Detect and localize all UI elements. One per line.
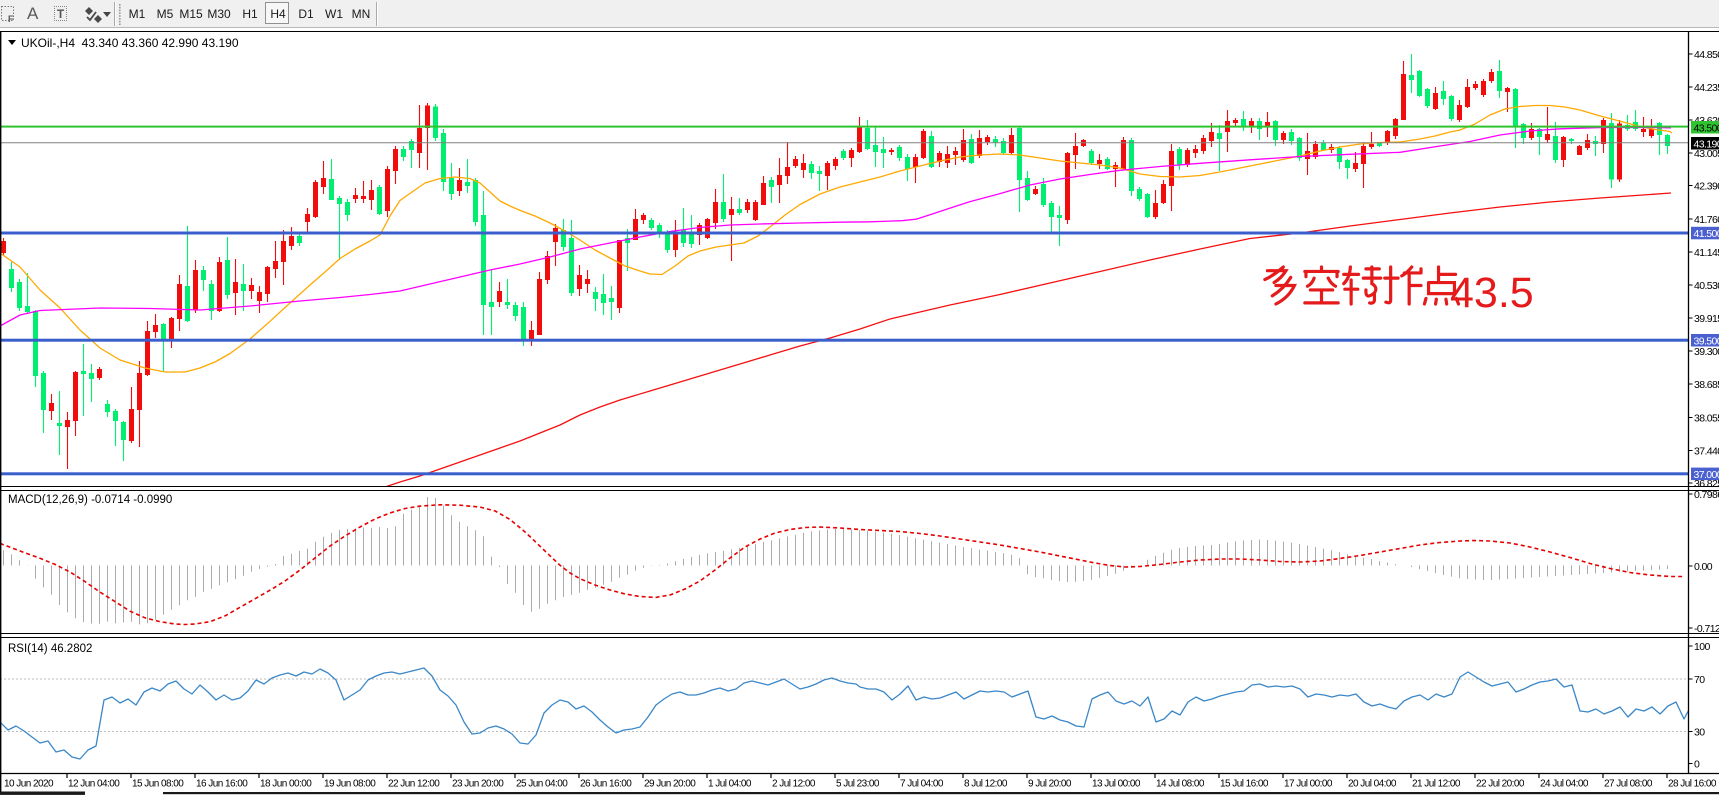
svg-text:37.000: 37.000 (1694, 469, 1719, 481)
svg-text:22 Jun 12:00: 22 Jun 12:00 (388, 779, 440, 790)
svg-text:23 Jun 20:00: 23 Jun 20:00 (452, 779, 504, 790)
svg-text:28 Jul 16:00: 28 Jul 16:00 (1668, 779, 1717, 790)
svg-text:70: 70 (1694, 674, 1705, 686)
svg-text:RSI(14) 46.2802: RSI(14) 46.2802 (8, 643, 92, 655)
svg-text:F: F (8, 14, 14, 24)
svg-text:18 Jun 00:00: 18 Jun 00:00 (260, 779, 312, 790)
svg-text:44.235: 44.235 (1694, 82, 1719, 94)
svg-text:2 Jul 12:00: 2 Jul 12:00 (772, 779, 816, 790)
svg-text:17 Jul 00:00: 17 Jul 00:00 (1284, 779, 1333, 790)
svg-text:43.005: 43.005 (1694, 148, 1719, 160)
svg-text:38.055: 38.055 (1694, 412, 1719, 424)
svg-text:26 Jun 16:00: 26 Jun 16:00 (580, 779, 632, 790)
svg-text:0.00: 0.00 (1694, 561, 1713, 573)
svg-text:39.915: 39.915 (1694, 313, 1719, 325)
svg-text:44.850: 44.850 (1694, 49, 1719, 61)
svg-text:5 Jul 23:00: 5 Jul 23:00 (836, 779, 880, 790)
svg-text:15 Jul 16:00: 15 Jul 16:00 (1220, 779, 1269, 790)
svg-text:9 Jul 20:00: 9 Jul 20:00 (1028, 779, 1072, 790)
svg-text:MACD(12,26,9) -0.0714 -0.0990: MACD(12,26,9) -0.0714 -0.0990 (8, 494, 172, 506)
svg-text:43.190: 43.190 (1694, 138, 1719, 150)
svg-text:42.390: 42.390 (1694, 180, 1719, 192)
svg-text:15 Jun 08:00: 15 Jun 08:00 (132, 779, 184, 790)
svg-text:0: 0 (1694, 758, 1700, 770)
svg-text:UKOil-,H4 43.340 43.360 42.99: UKOil-,H4 43.340 43.360 42.990 43.190 (21, 36, 239, 50)
svg-text:8 Jul 12:00: 8 Jul 12:00 (964, 779, 1008, 790)
svg-text:41.500: 41.500 (1694, 228, 1719, 240)
svg-text:13 Jul 00:00: 13 Jul 00:00 (1092, 779, 1141, 790)
svg-text:21 Jul 12:00: 21 Jul 12:00 (1412, 779, 1461, 790)
svg-text:43.500: 43.500 (1694, 122, 1719, 134)
svg-text:36.825: 36.825 (1694, 478, 1719, 490)
svg-text:25 Jun 04:00: 25 Jun 04:00 (516, 779, 568, 790)
svg-text:38.685: 38.685 (1694, 379, 1719, 391)
svg-text:29 Jun 20:00: 29 Jun 20:00 (644, 779, 696, 790)
svg-text:100: 100 (1694, 641, 1710, 653)
svg-text:14 Jul 08:00: 14 Jul 08:00 (1156, 779, 1205, 790)
svg-text:40.530: 40.530 (1694, 280, 1719, 292)
svg-text:16 Jun 16:00: 16 Jun 16:00 (196, 779, 248, 790)
svg-text:0.7986: 0.7986 (1694, 489, 1719, 501)
svg-text:-0.7124: -0.7124 (1694, 623, 1719, 635)
svg-text:22 Jul 20:00: 22 Jul 20:00 (1476, 779, 1525, 790)
svg-text:7 Jul 04:00: 7 Jul 04:00 (900, 779, 944, 790)
svg-text:30: 30 (1694, 726, 1705, 738)
svg-text:41.145: 41.145 (1694, 247, 1719, 259)
svg-text:19 Jun 08:00: 19 Jun 08:00 (324, 779, 376, 790)
svg-text:43.5: 43.5 (1450, 269, 1534, 317)
svg-text:10 Jun 2020: 10 Jun 2020 (4, 779, 54, 790)
svg-text:20 Jul 04:00: 20 Jul 04:00 (1348, 779, 1397, 790)
svg-text:37.440: 37.440 (1694, 445, 1719, 457)
svg-text:1 Jul 04:00: 1 Jul 04:00 (708, 779, 752, 790)
svg-text:39.500: 39.500 (1694, 335, 1719, 347)
svg-text:12 Jun 04:00: 12 Jun 04:00 (68, 779, 120, 790)
svg-text:41.760: 41.760 (1694, 214, 1719, 226)
svg-text:27 Jul 08:00: 27 Jul 08:00 (1604, 779, 1653, 790)
svg-text:24 Jul 04:00: 24 Jul 04:00 (1540, 779, 1589, 790)
svg-text:39.300: 39.300 (1694, 346, 1719, 358)
